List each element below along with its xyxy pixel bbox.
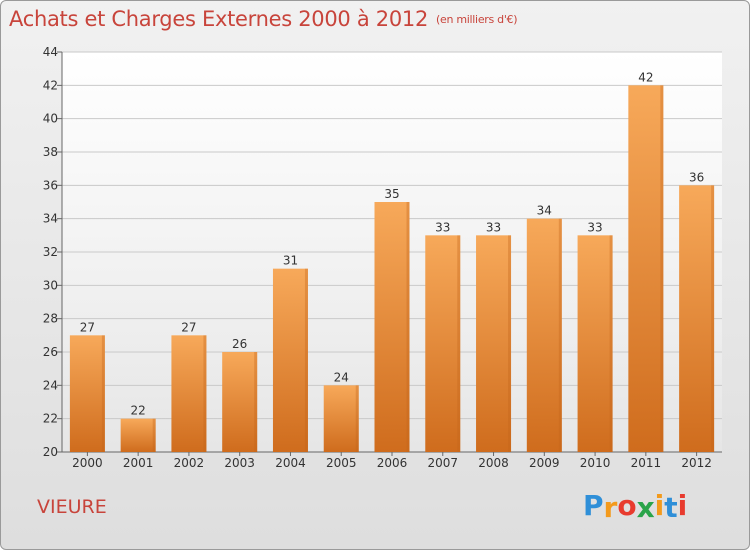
bar-value-label: 26 [232,337,247,351]
logo-letter: t [664,491,678,524]
bar-shade [457,235,461,452]
y-tick-label: 30 [43,278,58,292]
bar-shade [304,268,308,452]
bar-value-label: 35 [384,187,399,201]
bar [120,418,156,452]
bar-value-label: 24 [334,370,349,384]
logo-letter: o [617,489,637,522]
proxiti-logo: Proxiti [583,489,688,524]
bar-shade [558,218,562,452]
chart-subtitle: (en milliers d'€) [436,13,518,26]
logo-letter: i [677,489,688,522]
x-tick-label: 2001 [123,456,154,470]
bar-shade [508,235,512,452]
bar-value-label: 34 [537,204,552,218]
bar-value-label: 27 [80,320,95,334]
bar [425,235,461,452]
y-tick-label: 26 [43,345,58,359]
commune-name: VIEURE [37,496,107,518]
x-tick-label: 2011 [631,456,662,470]
bar-shade [660,85,664,452]
bar-value-label: 22 [131,404,146,418]
bar [272,268,308,452]
x-tick-label: 2005 [326,456,357,470]
bar-shade [609,235,613,452]
y-tick-label: 34 [43,212,58,226]
bar [69,335,105,452]
bar-shade [406,202,410,452]
x-tick-label: 2007 [427,456,458,470]
bar-value-label: 33 [587,220,602,234]
logo-letter: x [636,491,655,524]
chart-title-block: Achats et Charges Externes 2000 à 2012 (e… [9,7,518,31]
bar-value-label: 27 [181,320,196,334]
logo-letter: r [603,491,618,524]
bar [526,218,562,452]
y-tick-label: 24 [43,378,58,392]
y-tick-label: 28 [43,312,58,326]
chart-title: Achats et Charges Externes 2000 à 2012 [9,7,429,31]
bar-shade [152,418,156,452]
x-tick-label: 2002 [174,456,205,470]
y-tick-label: 44 [43,45,58,59]
x-tick-label: 2010 [580,456,611,470]
y-tick-label: 22 [43,412,58,426]
x-tick-label: 2008 [478,456,509,470]
bar [222,352,258,452]
y-tick-label: 40 [43,112,58,126]
bar-shade [101,335,105,452]
y-tick-label: 42 [43,78,58,92]
x-tick-label: 2009 [529,456,560,470]
bar-value-label: 31 [283,254,298,268]
y-tick-label: 36 [43,178,58,192]
x-tick-label: 2000 [72,456,103,470]
bar [476,235,512,452]
bar [171,335,207,452]
x-tick-label: 2012 [681,456,712,470]
bar [577,235,613,452]
bar-value-label: 33 [486,220,501,234]
x-tick-label: 2003 [224,456,255,470]
y-tick-label: 20 [43,445,58,459]
bar [679,185,715,453]
bar-value-label: 42 [638,70,653,84]
bar-shade [254,352,258,452]
bar-value-label: 36 [689,170,704,184]
bar [323,385,359,452]
bar [628,85,664,452]
logo-letter: i [654,489,665,522]
x-tick-label: 2006 [377,456,408,470]
x-tick-label: 2004 [275,456,306,470]
bar-shade [203,335,207,452]
bar-shade [711,185,715,453]
bar-value-label: 33 [435,220,450,234]
y-tick-label: 32 [43,245,58,259]
bar-shade [355,385,359,452]
logo-letter: P [583,489,604,522]
bar [374,202,410,452]
y-tick-label: 38 [43,145,58,159]
